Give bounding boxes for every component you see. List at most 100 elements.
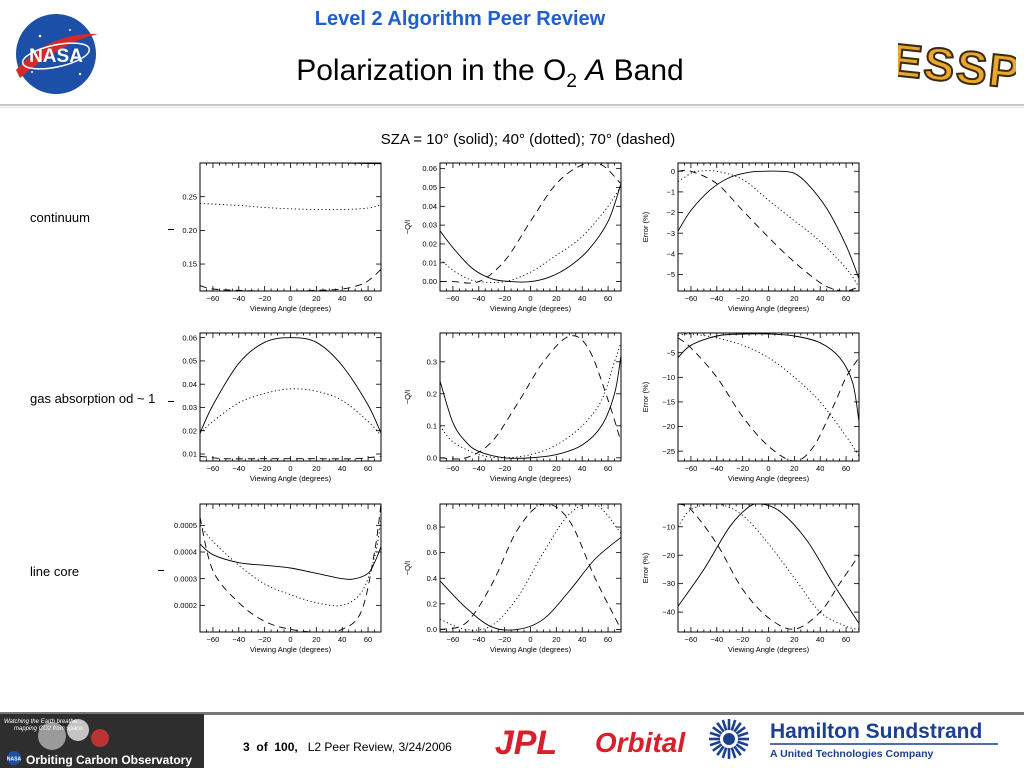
oco-name: Orbiting Carbon Observatory <box>26 753 192 767</box>
y-tick-label: 0.02 <box>182 426 197 435</box>
series-line-dotted <box>440 342 621 459</box>
title-italic: A <box>585 54 606 87</box>
y-tick-label: 0.3 <box>427 357 437 366</box>
series-line-dotted <box>440 504 621 631</box>
plot-frame <box>199 332 382 462</box>
y-axis-label: −Q/I <box>403 390 412 404</box>
x-tick-label: 20 <box>552 635 560 644</box>
review-text: L2 Peer Review, 3/24/2006 <box>307 740 452 754</box>
series-line-dashed <box>200 455 381 460</box>
x-tick-label: −60 <box>207 464 220 473</box>
x-tick-label: −20 <box>258 464 271 473</box>
series-line-dotted <box>200 388 381 436</box>
y-tick-label: 0.4 <box>427 574 437 583</box>
x-tick-label: −20 <box>258 635 271 644</box>
x-tick-label: 20 <box>312 635 320 644</box>
x-tick-label: −20 <box>736 464 749 473</box>
row-label-gas-absorption: gas absorption od ~ 1 <box>30 391 156 406</box>
plot-frame <box>439 503 622 633</box>
y-tick-label: 0.04 <box>182 380 197 389</box>
y-tick-label: 0.15 <box>182 260 197 269</box>
oco-tagline-2: mapping CO2 from space. <box>14 726 84 732</box>
x-axis-label: Viewing Angle (degrees) <box>490 304 572 313</box>
y-tick-label: 0.0002 <box>174 601 197 610</box>
x-tick-label: 60 <box>364 464 372 473</box>
x-tick-label: 40 <box>578 464 586 473</box>
y-axis-label: Error (%) <box>641 552 650 583</box>
x-axis-label: Viewing Angle (degrees) <box>250 304 332 313</box>
y-tick-label: 0.01 <box>422 258 437 267</box>
y-tick-label: 0.02 <box>422 240 437 249</box>
x-tick-label: −60 <box>207 635 220 644</box>
series-line-dotted <box>678 333 859 457</box>
x-axis-label: Viewing Angle (degrees) <box>250 645 332 654</box>
x-tick-label: −60 <box>447 294 460 303</box>
x-tick-label: −20 <box>736 294 749 303</box>
y-tick-label: −25 <box>662 447 675 456</box>
x-tick-label: 20 <box>552 294 560 303</box>
y-tick-label: 0.06 <box>422 164 437 173</box>
oco-banner-art: NASA Watching the Earth breathe... mappi… <box>4 719 192 767</box>
x-tick-label: −60 <box>207 294 220 303</box>
oco-banner: NASA Watching the Earth breathe... mappi… <box>0 714 204 768</box>
x-tick-label: 20 <box>552 464 560 473</box>
plot-frame <box>677 162 860 292</box>
x-tick-label: −20 <box>498 294 511 303</box>
x-tick-label: −60 <box>685 635 698 644</box>
y-tick-label: 0.0003 <box>174 574 197 583</box>
series-line-dashed <box>678 169 859 291</box>
y-tick-label: −15 <box>662 398 675 407</box>
hs-logo-text: Hamilton Sundstrand <box>770 720 982 743</box>
y-tick-label: −1 <box>666 188 675 197</box>
essp-logo-text: ESSP <box>898 33 1016 98</box>
super-title: Level 2 Algorithm Peer Review <box>314 8 606 30</box>
x-tick-label: 40 <box>816 464 824 473</box>
x-tick-label: −40 <box>232 464 245 473</box>
y-tick-label: 0.0005 <box>174 521 197 530</box>
series-line-solid <box>440 536 621 631</box>
y-tick-label: −20 <box>662 551 675 560</box>
y-tick-label: 0.05 <box>422 183 437 192</box>
x-tick-label: 60 <box>842 464 850 473</box>
y-tick-label: 0.2 <box>427 599 437 608</box>
x-tick-label: 60 <box>364 294 372 303</box>
x-tick-label: −60 <box>685 294 698 303</box>
oco-tagline-1: Watching the Earth breathe... <box>4 719 82 725</box>
series-line-solid <box>678 504 859 624</box>
x-tick-label: 0 <box>288 635 292 644</box>
y-tick-label: 0.20 <box>182 226 197 235</box>
x-axis-label: Viewing Angle (degrees) <box>250 474 332 483</box>
row-label-continuum: continuum <box>30 210 90 225</box>
x-tick-label: 40 <box>578 294 586 303</box>
page-of: of <box>256 740 268 754</box>
x-tick-label: −20 <box>498 635 511 644</box>
series-line-solid <box>200 337 381 434</box>
series-line-solid <box>200 163 381 165</box>
series-line-dashed <box>440 504 621 630</box>
plot-frame <box>439 332 622 462</box>
series-line-dashed <box>440 335 621 460</box>
y-axis-label: Error (%) <box>641 381 650 412</box>
x-tick-label: 60 <box>604 464 612 473</box>
y-tick-label: 0.0 <box>427 625 437 634</box>
oco-nasa-text: NASA <box>7 757 22 763</box>
y-axis-label: −Q/I <box>403 220 412 234</box>
x-tick-label: −40 <box>472 294 485 303</box>
y-tick-label: 0.25 <box>182 192 197 201</box>
y-tick-label: −3 <box>666 229 675 238</box>
x-tick-label: 60 <box>842 294 850 303</box>
x-axis-label: Viewing Angle (degrees) <box>490 474 572 483</box>
series-line-dotted <box>200 519 381 607</box>
hamilton-sundstrand-emblem <box>709 719 749 759</box>
y-tick-label: 0.0004 <box>174 548 197 557</box>
x-tick-label: −60 <box>447 464 460 473</box>
x-tick-label: 0 <box>528 294 532 303</box>
orbital-logo-text: Orbital <box>595 727 686 758</box>
x-tick-label: 0 <box>766 464 770 473</box>
header-divider-2 <box>0 107 1024 108</box>
y-tick-label: 0 <box>671 167 675 176</box>
